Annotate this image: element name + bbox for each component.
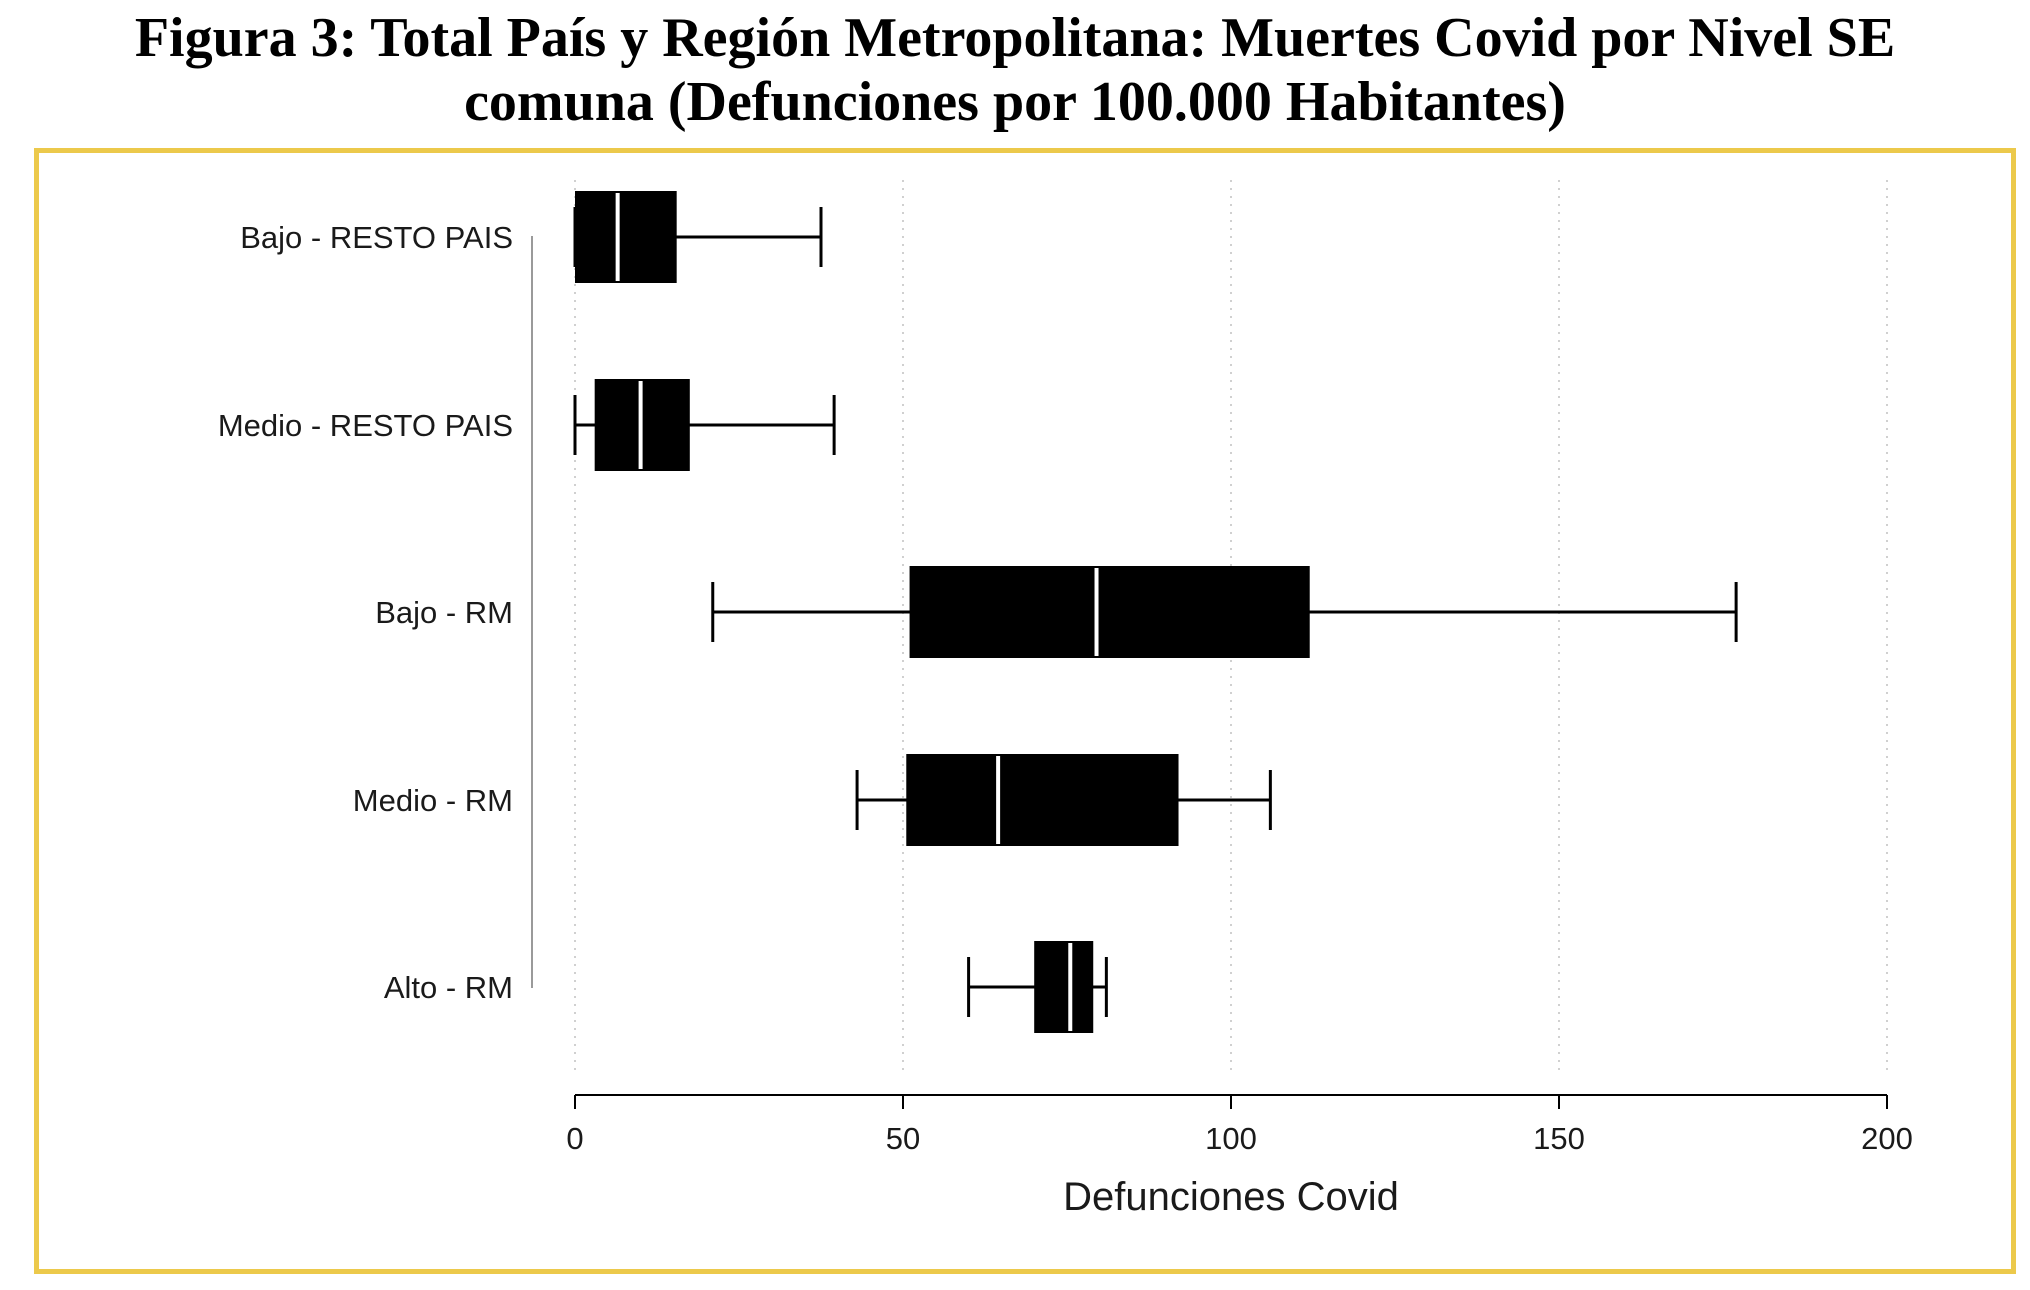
iqr-box	[1034, 941, 1094, 1033]
category-label-bajo-resto-pais: Bajo - RESTO PAIS	[240, 220, 513, 255]
grid-layer	[574, 180, 1888, 1075]
category-label-alto-rm: Alto - RM	[384, 970, 513, 1005]
category-labels: Bajo - RESTO PAIS Medio - RESTO PAIS Bajo …	[218, 220, 513, 1005]
boxplot-bajo-resto-pais	[573, 191, 823, 283]
boxplot-bajo-rm	[711, 566, 1738, 658]
figure-title: Figura 3: Total País y Región Metropolit…	[0, 6, 2030, 134]
x-tick-label-200: 200	[1861, 1121, 1913, 1156]
boxplot-medio-resto-pais	[573, 379, 836, 471]
x-tick-label-50: 50	[886, 1121, 920, 1156]
iqr-box	[909, 566, 1310, 658]
x-tick-label-0: 0	[566, 1121, 583, 1156]
figure-title-line-2: comuna (Defunciones por 100.000 Habitant…	[464, 71, 1566, 133]
chart-frame	[34, 148, 2016, 1274]
x-ticks: 0 50 100 150 200	[566, 1095, 1913, 1156]
category-label-medio-rm: Medio - RM	[353, 783, 513, 818]
figure-title-line-1: Figura 3: Total País y Región Metropolit…	[134, 7, 1896, 69]
x-tick-label-100: 100	[1205, 1121, 1257, 1156]
boxplot-medio-rm	[855, 754, 1272, 846]
category-label-bajo-rm: Bajo - RM	[375, 595, 513, 630]
x-axis-title: Defunciones Covid	[1063, 1175, 1399, 1219]
category-label-medio-resto-pais: Medio - RESTO PAIS	[218, 408, 513, 443]
x-tick-label-150: 150	[1533, 1121, 1585, 1156]
iqr-box	[575, 191, 677, 283]
boxplot-alto-rm	[967, 941, 1108, 1033]
iqr-box	[906, 754, 1179, 846]
box-layer	[573, 191, 1738, 1033]
